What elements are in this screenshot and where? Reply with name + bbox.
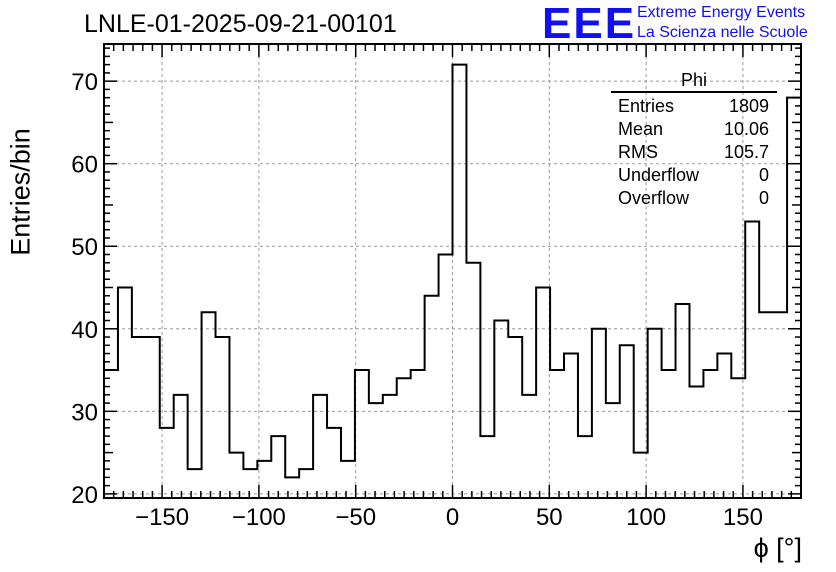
stats-divider xyxy=(611,91,777,93)
eee-logo-line-1: Extreme Energy Events xyxy=(637,4,806,21)
x-tick-label: 150 xyxy=(723,504,763,531)
stats-title: Phi xyxy=(680,70,707,90)
plot-title: LNLE-01-2025-09-21-00101 xyxy=(84,10,397,38)
x-tick-label: −50 xyxy=(335,504,376,531)
eee-logo-line-2: La Scienza nelle Scuole xyxy=(637,24,808,41)
y-tick-label: 70 xyxy=(71,69,98,96)
x-tick-label: 50 xyxy=(536,504,563,531)
y-axis-label-container: Entries/bin xyxy=(4,112,38,272)
stats-row-underflow: Underflow 0 xyxy=(611,164,777,187)
stats-label: Underflow xyxy=(618,165,700,185)
x-tick-label: −150 xyxy=(135,504,189,531)
stats-row-mean: Mean 10.06 xyxy=(611,118,777,141)
y-tick-label: 60 xyxy=(71,152,98,179)
stats-label: RMS xyxy=(618,142,658,162)
axis-ticks xyxy=(104,44,801,498)
y-tick-label: 50 xyxy=(71,234,98,261)
stats-box: Phi Entries 1809 Mean 10.06 RMS 105.7 Un… xyxy=(611,70,777,210)
eee-logo: EEE xyxy=(542,0,637,48)
stats-value: 105.7 xyxy=(723,142,769,162)
stats-row-overflow: Overflow 0 xyxy=(611,187,777,210)
stats-label: Mean xyxy=(618,119,664,139)
x-tick-label: 0 xyxy=(446,504,459,531)
stats-value: 1809 xyxy=(728,96,769,116)
y-axis-label: Entries/bin xyxy=(5,128,36,256)
stats-label: Overflow xyxy=(618,188,690,208)
stats-row-rms: RMS 105.7 xyxy=(611,141,777,164)
stats-label: Entries xyxy=(618,96,675,116)
stats-row-entries: Entries 1809 xyxy=(611,95,777,118)
stats-value: 0 xyxy=(758,165,769,185)
y-tick-label: 30 xyxy=(71,399,98,426)
stats-value: 10.06 xyxy=(723,119,769,139)
stats-value: 0 xyxy=(758,188,769,208)
x-axis-label: ϕ [°] xyxy=(753,533,802,563)
y-tick-label: 40 xyxy=(71,317,98,344)
axis-tick-labels: −150 −100 −50 0 50 100 150 20 30 40 50 60 70 xyxy=(71,69,763,531)
histogram-line xyxy=(104,63,801,479)
x-tick-label: 100 xyxy=(626,504,666,531)
x-tick-label: −100 xyxy=(232,504,286,531)
y-tick-label: 20 xyxy=(71,482,98,509)
